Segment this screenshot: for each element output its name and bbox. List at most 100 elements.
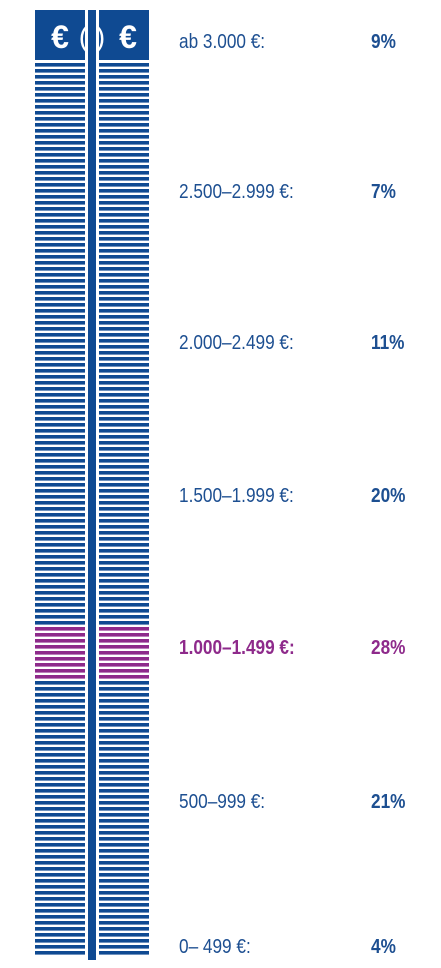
stripe-left <box>35 399 85 403</box>
stripe-left <box>35 333 85 337</box>
stripe-right <box>99 249 149 253</box>
stripe-right <box>99 441 149 445</box>
stripe-left <box>35 933 85 937</box>
stripe-right <box>99 555 149 559</box>
stripe-right <box>99 201 149 205</box>
stripe-right <box>99 885 149 889</box>
stripe-right <box>99 843 149 847</box>
stripe-right <box>99 231 149 235</box>
column-spine <box>88 10 96 960</box>
stripe-left <box>35 723 85 727</box>
stripe-right <box>99 189 149 193</box>
stripe-left <box>35 339 85 343</box>
stripe-left <box>35 243 85 247</box>
stripe-left <box>35 519 85 523</box>
stripe-left <box>35 201 85 205</box>
stripe-right <box>99 177 149 181</box>
stripe-right <box>99 567 149 571</box>
stripe-right <box>99 789 149 793</box>
stripe-right <box>99 591 149 595</box>
bracket-label-2000-2499: 2.000–2.499 €: <box>179 332 294 354</box>
stripe-right <box>99 105 149 109</box>
stripe-right <box>99 945 149 949</box>
stripe-left <box>35 945 85 949</box>
stripe-left <box>35 609 85 613</box>
stripe-left <box>35 789 85 793</box>
stripe-right <box>99 501 149 505</box>
stripe-left <box>35 807 85 811</box>
euro-icon-left: € <box>51 19 69 55</box>
stripe-right <box>99 381 149 385</box>
stripe-left <box>35 471 85 475</box>
stripe-right <box>99 69 149 73</box>
stripe-right <box>99 597 149 601</box>
stripe-left <box>35 285 85 289</box>
stripe-right <box>99 585 149 589</box>
stripe-left <box>35 735 85 739</box>
stripe-right <box>99 603 149 607</box>
stripe-right <box>99 693 149 697</box>
stripe-right <box>99 291 149 295</box>
stripe-left <box>35 123 85 127</box>
stripe-right <box>99 519 149 523</box>
stripe-left <box>35 195 85 199</box>
stripe-left <box>35 621 85 625</box>
stripe-left <box>35 213 85 217</box>
stripe-left <box>35 87 85 91</box>
stripe-right <box>99 651 149 655</box>
stripe-right <box>99 723 149 727</box>
stripe-right <box>99 429 149 433</box>
stripe-right <box>99 333 149 337</box>
stripe-left <box>35 549 85 553</box>
stripe-left <box>35 567 85 571</box>
stripe-right <box>99 837 149 841</box>
stripe-right <box>99 459 149 463</box>
stripe-left <box>35 645 85 649</box>
stripe-left <box>35 849 85 853</box>
stripe-left <box>35 801 85 805</box>
stripe-left <box>35 483 85 487</box>
bracket-value-1500-1999: 20% <box>371 485 406 507</box>
stripe-right <box>99 921 149 925</box>
stripe-left <box>35 837 85 841</box>
stripe-right <box>99 783 149 787</box>
stripe-left <box>35 315 85 319</box>
stripe-left <box>35 675 85 679</box>
stripe-left <box>35 63 85 67</box>
stripe-left <box>35 915 85 919</box>
bracket-value-1000-1499: 28% <box>371 637 406 659</box>
stripe-right <box>99 669 149 673</box>
stripe-right <box>99 477 149 481</box>
stripe-left <box>35 327 85 331</box>
stripe-right <box>99 657 149 661</box>
stripe-left <box>35 543 85 547</box>
stripe-right <box>99 417 149 421</box>
stripe-right <box>99 117 149 121</box>
stripe-right <box>99 375 149 379</box>
stripe-right <box>99 165 149 169</box>
stripe-right <box>99 447 149 451</box>
stripe-right <box>99 633 149 637</box>
stripe-left <box>35 231 85 235</box>
stripe-left <box>35 813 85 817</box>
stripe-left <box>35 423 85 427</box>
stripe-right <box>99 279 149 283</box>
stripe-left <box>35 345 85 349</box>
stripe-right <box>99 795 149 799</box>
stripe-right <box>99 285 149 289</box>
stripe-left <box>35 225 85 229</box>
stripe-left <box>35 783 85 787</box>
stripe-left <box>35 573 85 577</box>
stripe-right <box>99 753 149 757</box>
stripe-left <box>35 753 85 757</box>
stripe-right <box>99 525 149 529</box>
stripe-right <box>99 825 149 829</box>
stripe-right <box>99 831 149 835</box>
stripe-right <box>99 867 149 871</box>
stripe-right <box>99 63 149 67</box>
stripe-right <box>99 93 149 97</box>
stripe-left <box>35 531 85 535</box>
stripe-right <box>99 507 149 511</box>
stripe-right <box>99 207 149 211</box>
